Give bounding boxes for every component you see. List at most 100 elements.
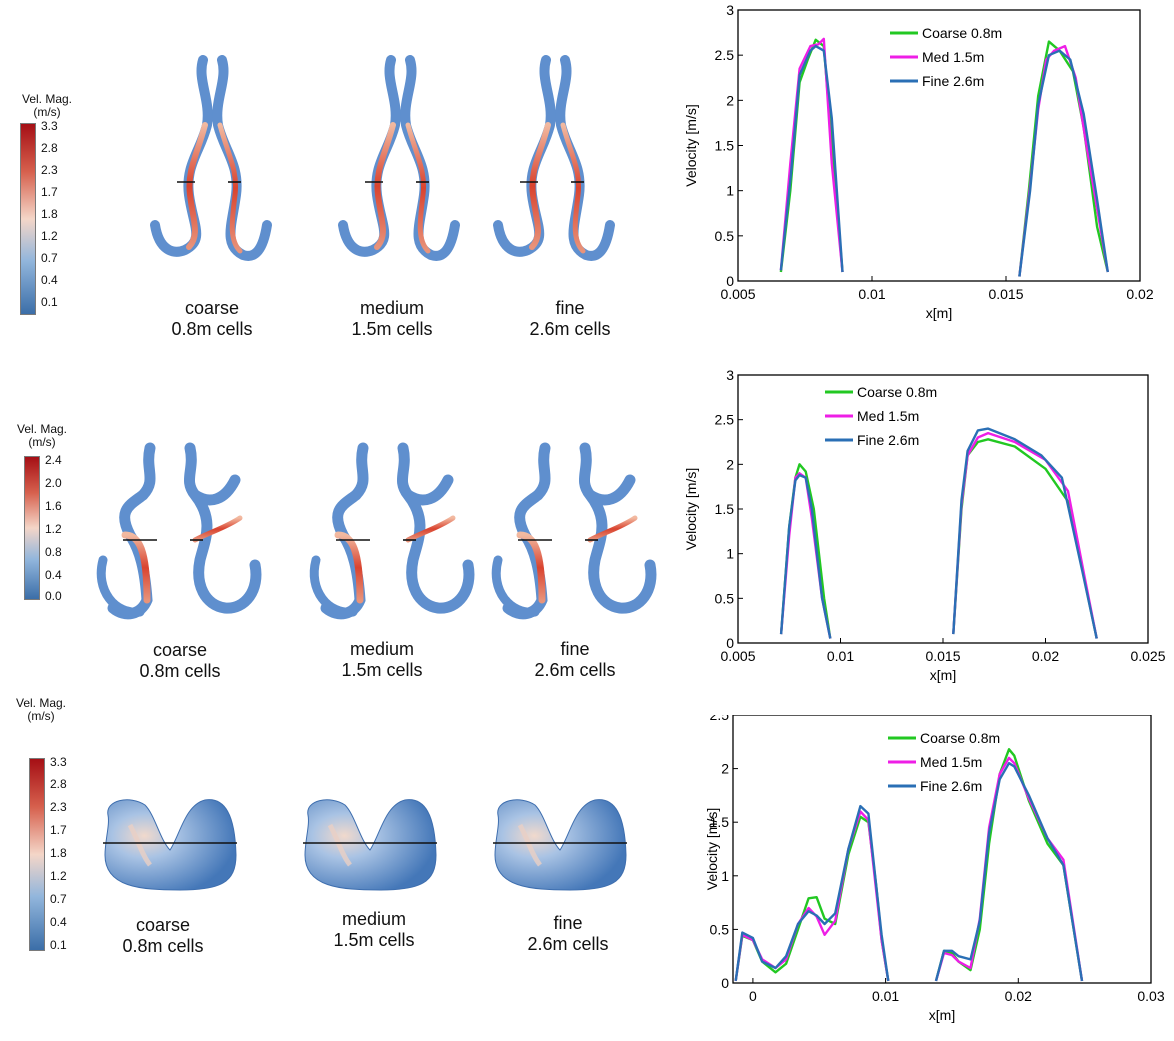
mesh-cells: 1.5m cells — [351, 319, 433, 339]
colorbar-tick: 1.8 — [50, 846, 67, 860]
y-tick-label: 3 — [726, 2, 734, 18]
series-line-fine — [779, 44, 844, 273]
mesh-cells: 2.6m cells — [529, 319, 611, 339]
colorbar-tick: 2.8 — [41, 141, 58, 155]
series-line-fine — [734, 804, 890, 982]
x-tick-label: 0.01 — [827, 648, 854, 664]
y-tick-label: 2 — [726, 456, 734, 472]
series-line-fine — [952, 427, 1098, 639]
legend-label-fine: Fine 2.6m — [920, 778, 982, 794]
x-tick-label: 0 — [749, 988, 757, 1004]
airway-contour-coarse — [100, 795, 240, 895]
y-tick-label: 0.5 — [715, 228, 735, 244]
colorbar-tick: 0.7 — [50, 892, 67, 906]
colorbar-title: Vel. Mag. (m/s) — [11, 697, 71, 723]
mesh-label-medium: medium 1.5m cells — [299, 909, 449, 951]
y-tick-label: 0 — [726, 635, 734, 651]
y-tick-label: 0 — [726, 273, 734, 289]
y-axis-label: Velocity [m/s] — [683, 468, 699, 550]
mesh-label-medium: medium 1.5m cells — [317, 298, 467, 340]
colorbar-tick: 2.3 — [50, 800, 67, 814]
mesh-name: coarse — [135, 915, 191, 935]
x-tick-label: 0.02 — [1032, 648, 1059, 664]
colorbar-tick: 0.4 — [41, 273, 58, 287]
colorbar-tick: 1.2 — [41, 229, 58, 243]
colorbar-title-line2: (m/s) — [28, 435, 56, 449]
y-tick-label: 0.5 — [710, 921, 730, 937]
series-line-med — [779, 37, 844, 273]
mesh-label-fine: fine 2.6m cells — [495, 298, 645, 340]
x-tick-label: 0.005 — [720, 286, 755, 302]
colorbar-title-line2: (m/s) — [27, 709, 55, 723]
velocity-chart-3: 0 0.5 1 1.5 2 2.5 0 0.01 0.02 0.03 x[m] Velocity [m… — [704, 715, 1165, 1023]
x-tick-label: 0.025 — [1130, 648, 1165, 664]
y-tick-label: 1.5 — [715, 501, 735, 517]
legend-label-fine: Fine 2.6m — [857, 432, 919, 448]
row-1: Vel. Mag. (m/s) 3.3 2.8 2.3 1.7 1.8 1.2 … — [0, 0, 1174, 345]
colorbar-tick: 0.8 — [45, 545, 62, 559]
colorbar-title-line1: Vel. Mag. — [16, 422, 68, 436]
mesh-cells: 1.5m cells — [341, 660, 423, 680]
y-tick-label: 2 — [726, 92, 734, 108]
airway-contour-fine — [490, 795, 630, 895]
legend-label-coarse: Coarse 0.8m — [920, 730, 1000, 746]
y-tick-label: 0 — [721, 975, 729, 991]
series-line-med — [779, 472, 832, 639]
colorbar-title: Vel. Mag. (m/s) — [12, 423, 72, 449]
colorbar-tick: 3.3 — [41, 119, 58, 133]
y-tick-label: 2.5 — [715, 47, 735, 63]
legend-label-med: Med 1.5m — [920, 754, 982, 770]
x-tick-label: 0.03 — [1137, 988, 1164, 1004]
y-tick-label: 2.5 — [715, 412, 735, 428]
airway-contour-fine — [488, 55, 623, 270]
row-3: Vel. Mag. (m/s) 3.3 2.8 2.3 1.7 1.8 1.2 … — [0, 695, 1174, 1041]
mesh-label-coarse: coarse 0.8m cells — [137, 298, 287, 340]
colorbar-tick: 0.1 — [50, 938, 67, 952]
mesh-name: coarse — [152, 640, 208, 660]
series-line-coarse — [734, 815, 890, 982]
mesh-cells: 0.8m cells — [122, 936, 204, 956]
velocity-chart-1: 0 0.5 1 1.5 2 2.5 3 0.005 0.01 0.015 0.02 x[m] Veloc… — [683, 2, 1154, 321]
legend-label-coarse: Coarse 0.8m — [922, 25, 1002, 41]
colorbar-title: Vel. Mag. (m/s) — [17, 93, 77, 119]
mesh-label-coarse: coarse 0.8m cells — [88, 915, 238, 957]
x-tick-label: 0.015 — [925, 648, 960, 664]
series-line-fine — [934, 762, 1084, 982]
colorbar-tick: 2.0 — [45, 476, 62, 490]
x-tick-label: 0.02 — [1126, 286, 1153, 302]
airway-contour-coarse — [95, 440, 270, 620]
colorbar-title-line1: Vel. Mag. — [15, 696, 67, 710]
x-tick-label: 0.005 — [720, 648, 755, 664]
plot-frame — [732, 715, 1152, 984]
series-line-fine — [1018, 49, 1109, 277]
x-tick-label: 0.015 — [988, 286, 1023, 302]
row-2: Vel. Mag. (m/s) 2.4 2.0 1.6 1.2 0.8 0.4 … — [0, 345, 1174, 695]
mesh-name: fine — [553, 913, 583, 933]
colorbar-gradient — [24, 456, 40, 600]
mesh-name: medium — [359, 298, 425, 318]
y-tick-label: 1 — [726, 546, 734, 562]
airway-contour-medium — [300, 795, 440, 895]
legend-label-med: Med 1.5m — [857, 408, 919, 424]
legend-label-fine: Fine 2.6m — [922, 73, 984, 89]
mesh-name: medium — [341, 909, 407, 929]
x-axis-label: x[m] — [929, 1007, 955, 1023]
airway-contour-medium — [308, 440, 483, 620]
colorbar-tick: 0.1 — [41, 295, 58, 309]
mesh-cells: 0.8m cells — [139, 661, 221, 681]
colorbar-tick: 0.7 — [41, 251, 58, 265]
series-line-fine — [779, 473, 832, 639]
colorbar-tick: 0.0 — [45, 589, 62, 603]
mesh-name: coarse — [184, 298, 240, 318]
colorbar-tick: 1.2 — [50, 869, 67, 883]
colorbar-gradient — [20, 123, 36, 315]
velocity-chart-2: 0 0.5 1 1.5 2 2.5 3 0.005 0.01 0.015 0.02 0.025 x[m]… — [683, 367, 1166, 683]
plot-frame — [737, 374, 1149, 644]
mesh-name: medium — [349, 639, 415, 659]
y-tick-label: 1.5 — [710, 814, 730, 830]
x-tick-label: 0.02 — [1005, 988, 1032, 1004]
y-tick-label: 1 — [726, 183, 734, 199]
colorbar-tick: 1.7 — [41, 185, 58, 199]
colorbar-title-line2: (m/s) — [33, 105, 61, 119]
mesh-name: fine — [560, 639, 590, 659]
